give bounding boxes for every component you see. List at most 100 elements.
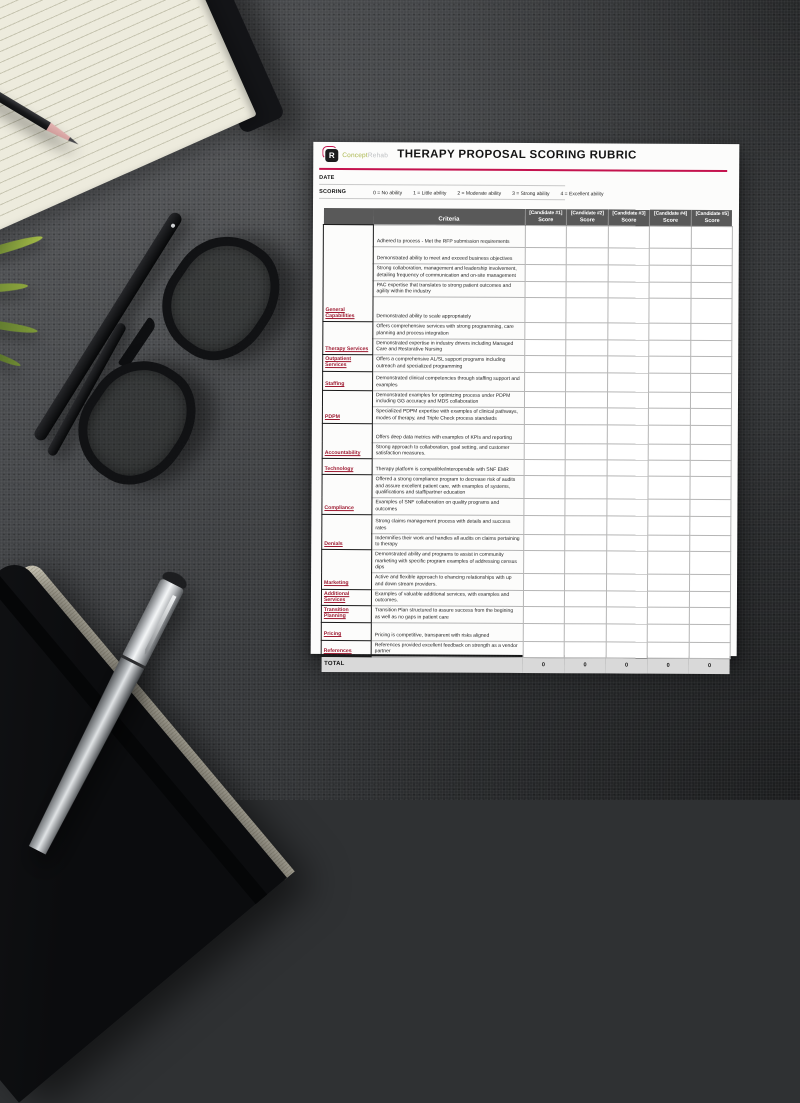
total-score: 0 [522, 657, 565, 673]
candidate-header: [Candidate #4] Score [649, 209, 692, 227]
criteria-cell: PAC expertise that translates to strong … [373, 280, 525, 298]
score-cell [607, 372, 649, 392]
score-cell [648, 372, 691, 392]
table-row: Demonstrated ability to scale appropriat… [323, 296, 732, 324]
score-cell [649, 248, 692, 266]
score-cell [648, 499, 690, 516]
score-cell [690, 265, 733, 283]
category-header [323, 207, 374, 225]
criteria-cell: Demonstrated ability and programs to ass… [371, 549, 524, 574]
score-label: Score [662, 217, 679, 224]
score-cell [524, 247, 567, 265]
score-cell [649, 323, 691, 340]
score-cell [564, 606, 607, 624]
category-cell: Pricing [321, 621, 372, 641]
category-cell: PDPM [322, 389, 373, 424]
score-cell [522, 606, 565, 624]
category-cell: Compliance [321, 474, 373, 515]
score-cell [649, 265, 692, 282]
criteria-cell: References provided excellent feedback o… [371, 640, 523, 658]
score-cell [689, 574, 731, 592]
table-row: General Capabilities Adhered to process -… [322, 224, 733, 322]
rubric-table-wrap: Criteria [Candidate #1] Score [Candidate #2… [321, 207, 733, 674]
score-cell [690, 323, 732, 341]
score-cell [607, 339, 650, 357]
score-cell [523, 390, 566, 408]
brand-rehab: Rehab [367, 152, 389, 160]
table-row: Staffing Demonstrated clinical competenci… [322, 370, 732, 393]
candidate-header: [Candidate #1] Score [524, 208, 567, 226]
score-cell [566, 247, 608, 265]
table-row: Demonstrated ability to meet and exceed … [323, 246, 733, 266]
score-cell [522, 640, 565, 658]
table-row: Accountability Offers deep data metrics w… [322, 422, 732, 459]
brand-name: ConceptRehab [342, 152, 388, 159]
score-cell [522, 573, 565, 591]
total-score: 0 [647, 658, 690, 674]
score-cell [689, 499, 731, 517]
criteria-cell: Therapy platform is compatible/interoper… [372, 458, 524, 476]
score-cell [564, 590, 607, 607]
score-cell [607, 281, 650, 299]
criteria-cell: Strong collaboration, management and lea… [373, 263, 525, 281]
score-cell [565, 322, 608, 340]
score-cell [690, 443, 732, 461]
criteria-cell: Demonstrated expertise in industry drive… [372, 338, 525, 356]
criteria-cell: Demonstrated clinical competencies throu… [372, 371, 525, 391]
score-cell [691, 248, 733, 266]
category-cell: References [321, 639, 372, 657]
criteria-cell: Demonstrated examples for optimizing pro… [372, 390, 525, 408]
score-cell [648, 476, 690, 500]
total-score: 0 [605, 657, 648, 674]
score-label: Score [579, 217, 595, 224]
score-cell [565, 443, 607, 460]
score-cell [565, 475, 607, 499]
score-cell [691, 226, 733, 249]
candidate-header: [Candidate #5] Score [691, 209, 733, 227]
score-cell [565, 372, 608, 392]
score-cell [689, 515, 731, 536]
score-cell [647, 590, 690, 608]
table-row: Compliance Offered a strong compliance pr… [321, 474, 732, 515]
total-label: TOTAL [321, 656, 523, 673]
score-cell [606, 573, 648, 591]
score-cell [607, 297, 650, 324]
score-cell [606, 424, 649, 444]
criteria-cell: Offered a strong compliance program to d… [371, 474, 524, 499]
score-cell [522, 622, 565, 642]
score-cell [565, 339, 608, 356]
criteria-cell: Transition Plan structured to assure suc… [371, 605, 523, 623]
score-cell [606, 475, 649, 500]
score-cell [690, 424, 732, 445]
score-cell [565, 459, 607, 476]
score-cell [690, 391, 732, 409]
score-cell [565, 391, 608, 408]
score-cell [689, 623, 731, 643]
score-cell [649, 339, 691, 357]
criteria-cell: Active and flexible approach to ehancing… [371, 572, 524, 590]
scale-item: 1 = Little ability [413, 189, 447, 197]
criteria-header: Criteria [373, 208, 525, 226]
total-row: TOTAL 0 0 0 0 0 [321, 656, 731, 674]
total-score: 0 [564, 657, 606, 673]
score-cell [648, 391, 691, 409]
score-cell [524, 371, 566, 392]
score-cell [564, 550, 607, 574]
score-cell [690, 298, 732, 324]
scoring-underline [319, 197, 566, 201]
score-cell [566, 264, 608, 282]
score-cell [690, 339, 732, 357]
criteria-cell: Strong claims management process with de… [371, 514, 524, 534]
criteria-cell: Demonstrated ability to meet and exceed … [373, 246, 525, 265]
score-cell [649, 298, 691, 324]
table-row: Marketing Demonstrated ability and progra… [321, 549, 731, 590]
category-cell: Additional Services [321, 588, 372, 606]
brand-concept: Concept [342, 152, 368, 160]
score-cell [606, 443, 649, 461]
criteria-cell: Demonstrated ability to scale appropriat… [372, 296, 525, 323]
criteria-cell: Examples of valuable additional services… [371, 589, 523, 607]
score-cell [564, 515, 607, 535]
criteria-cell: Offers comprehensive services with stron… [372, 321, 525, 339]
score-cell [565, 407, 608, 425]
score-cell [606, 550, 648, 575]
